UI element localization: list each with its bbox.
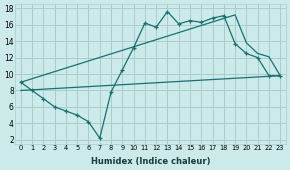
- X-axis label: Humidex (Indice chaleur): Humidex (Indice chaleur): [91, 157, 210, 166]
